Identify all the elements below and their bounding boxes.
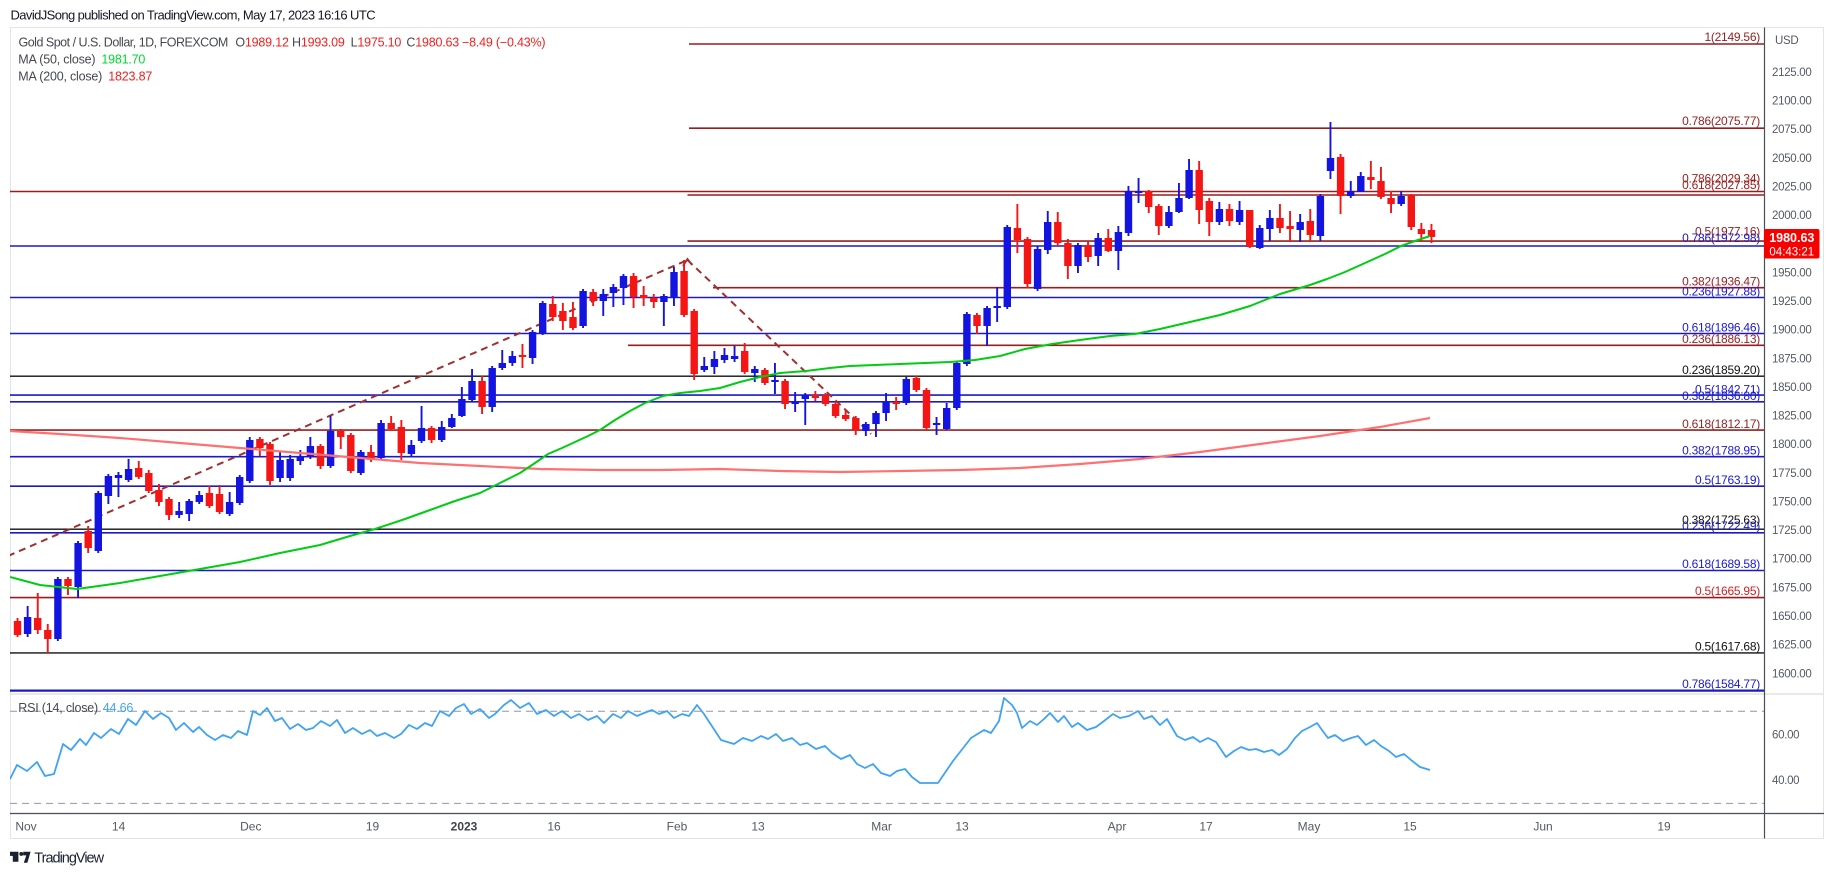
svg-text:1750.00: 1750.00 <box>1772 497 1811 509</box>
svg-text:1800.00: 1800.00 <box>1772 439 1811 451</box>
svg-text:13: 13 <box>955 820 969 834</box>
svg-text:44.66: 44.66 <box>103 701 134 715</box>
svg-text:1875.00: 1875.00 <box>1772 353 1811 365</box>
svg-text:0.618(2027.85): 0.618(2027.85) <box>1682 178 1760 192</box>
svg-text:17: 17 <box>1199 820 1213 834</box>
svg-text:RSI (14, close): RSI (14, close) <box>18 701 98 715</box>
svg-text:04:43:21: 04:43:21 <box>1769 247 1814 259</box>
svg-text:Nov: Nov <box>15 820 36 834</box>
svg-text:0.382(1936.47): 0.382(1936.47) <box>1682 274 1760 288</box>
svg-text:2023: 2023 <box>451 820 478 834</box>
svg-text:0.382(1836.80): 0.382(1836.80) <box>1682 389 1760 403</box>
svg-text:0.786(2075.77): 0.786(2075.77) <box>1682 114 1760 128</box>
svg-text:Gold Spot / U.S. Dollar, 1D, F: Gold Spot / U.S. Dollar, 1D, FOREXCOM <box>19 36 228 50</box>
svg-text:1950.00: 1950.00 <box>1772 267 1811 279</box>
svg-text:H1993.09: H1993.09 <box>292 36 345 50</box>
svg-text:2050.00: 2050.00 <box>1772 153 1811 165</box>
svg-text:0.618(1812.17): 0.618(1812.17) <box>1682 417 1760 431</box>
svg-text:14: 14 <box>112 820 126 834</box>
svg-text:0.5(1665.95): 0.5(1665.95) <box>1695 584 1760 598</box>
svg-text:1825.00: 1825.00 <box>1772 411 1811 423</box>
svg-text:1980.63: 1980.63 <box>1769 231 1814 245</box>
svg-text:Feb: Feb <box>667 820 688 834</box>
svg-text:1(2149.56): 1(2149.56) <box>1704 30 1760 44</box>
svg-text:1823.87: 1823.87 <box>108 69 152 83</box>
svg-text:1675.00: 1675.00 <box>1772 582 1811 594</box>
svg-text:13: 13 <box>751 820 765 834</box>
svg-text:0.786(2029.34): 0.786(2029.34) <box>1682 171 1760 185</box>
svg-text:USD: USD <box>1775 35 1798 47</box>
svg-text:Jun: Jun <box>1533 820 1552 834</box>
svg-text:0.236(1927.88): 0.236(1927.88) <box>1682 284 1760 298</box>
svg-text:Dec: Dec <box>240 820 261 834</box>
svg-text:L1975.10: L1975.10 <box>351 36 402 50</box>
svg-text:Apr: Apr <box>1108 820 1127 834</box>
svg-text:0.236(1886.13): 0.236(1886.13) <box>1682 332 1760 346</box>
svg-text:0.382(1788.95): 0.382(1788.95) <box>1682 443 1760 457</box>
svg-text:1600.00: 1600.00 <box>1772 668 1811 680</box>
svg-text:0.786(1584.77): 0.786(1584.77) <box>1682 677 1760 691</box>
svg-text:O1989.12: O1989.12 <box>235 36 289 50</box>
svg-text:1700.00: 1700.00 <box>1772 554 1811 566</box>
svg-text:0.5(1617.68): 0.5(1617.68) <box>1695 639 1760 653</box>
svg-text:0.236(1859.20): 0.236(1859.20) <box>1682 363 1760 377</box>
svg-text:0.382(1725.63): 0.382(1725.63) <box>1682 513 1760 527</box>
svg-text:1900.00: 1900.00 <box>1772 325 1811 337</box>
svg-text:0.618(1689.58): 0.618(1689.58) <box>1682 557 1760 571</box>
svg-text:2125.00: 2125.00 <box>1772 67 1811 79</box>
svg-text:MA (200, close): MA (200, close) <box>18 69 102 83</box>
svg-text:1981.70: 1981.70 <box>101 52 145 66</box>
svg-text:15: 15 <box>1403 820 1417 834</box>
svg-text:1625.00: 1625.00 <box>1772 640 1811 652</box>
svg-text:1650.00: 1650.00 <box>1772 611 1811 623</box>
svg-text:0.5(1763.19): 0.5(1763.19) <box>1695 473 1760 487</box>
svg-text:0.786(1972.98): 0.786(1972.98) <box>1682 231 1760 245</box>
svg-text:16: 16 <box>547 820 561 834</box>
svg-text:1775.00: 1775.00 <box>1772 468 1811 480</box>
svg-text:19: 19 <box>366 820 380 834</box>
svg-text:2100.00: 2100.00 <box>1772 96 1811 108</box>
svg-text:0.5(1977.16): 0.5(1977.16) <box>1695 224 1760 238</box>
svg-text:40.00: 40.00 <box>1772 775 1799 787</box>
svg-text:2075.00: 2075.00 <box>1772 124 1811 136</box>
svg-text:0.5(1842.71): 0.5(1842.71) <box>1695 382 1760 396</box>
svg-text:60.00: 60.00 <box>1772 729 1799 741</box>
svg-text:C1980.63: C1980.63 <box>406 36 459 50</box>
svg-text:2000.00: 2000.00 <box>1772 210 1811 222</box>
svg-text:May: May <box>1298 820 1321 834</box>
svg-text:−8.49 (−0.43%): −8.49 (−0.43%) <box>462 36 545 50</box>
svg-text:2025.00: 2025.00 <box>1772 182 1811 194</box>
svg-text:TradingView: TradingView <box>34 851 104 867</box>
svg-text:19: 19 <box>1657 820 1671 834</box>
svg-text:MA (50, close): MA (50, close) <box>18 52 95 66</box>
svg-text:Mar: Mar <box>871 820 892 834</box>
svg-text:1850.00: 1850.00 <box>1772 382 1811 394</box>
svg-text:DavidJSong published on Tradin: DavidJSong published on TradingView.com,… <box>11 8 376 23</box>
svg-text:0.618(1896.46): 0.618(1896.46) <box>1682 320 1760 334</box>
svg-text:1725.00: 1725.00 <box>1772 525 1811 537</box>
svg-text:1925.00: 1925.00 <box>1772 296 1811 308</box>
svg-text:0.236(1722.49): 0.236(1722.49) <box>1682 519 1760 533</box>
